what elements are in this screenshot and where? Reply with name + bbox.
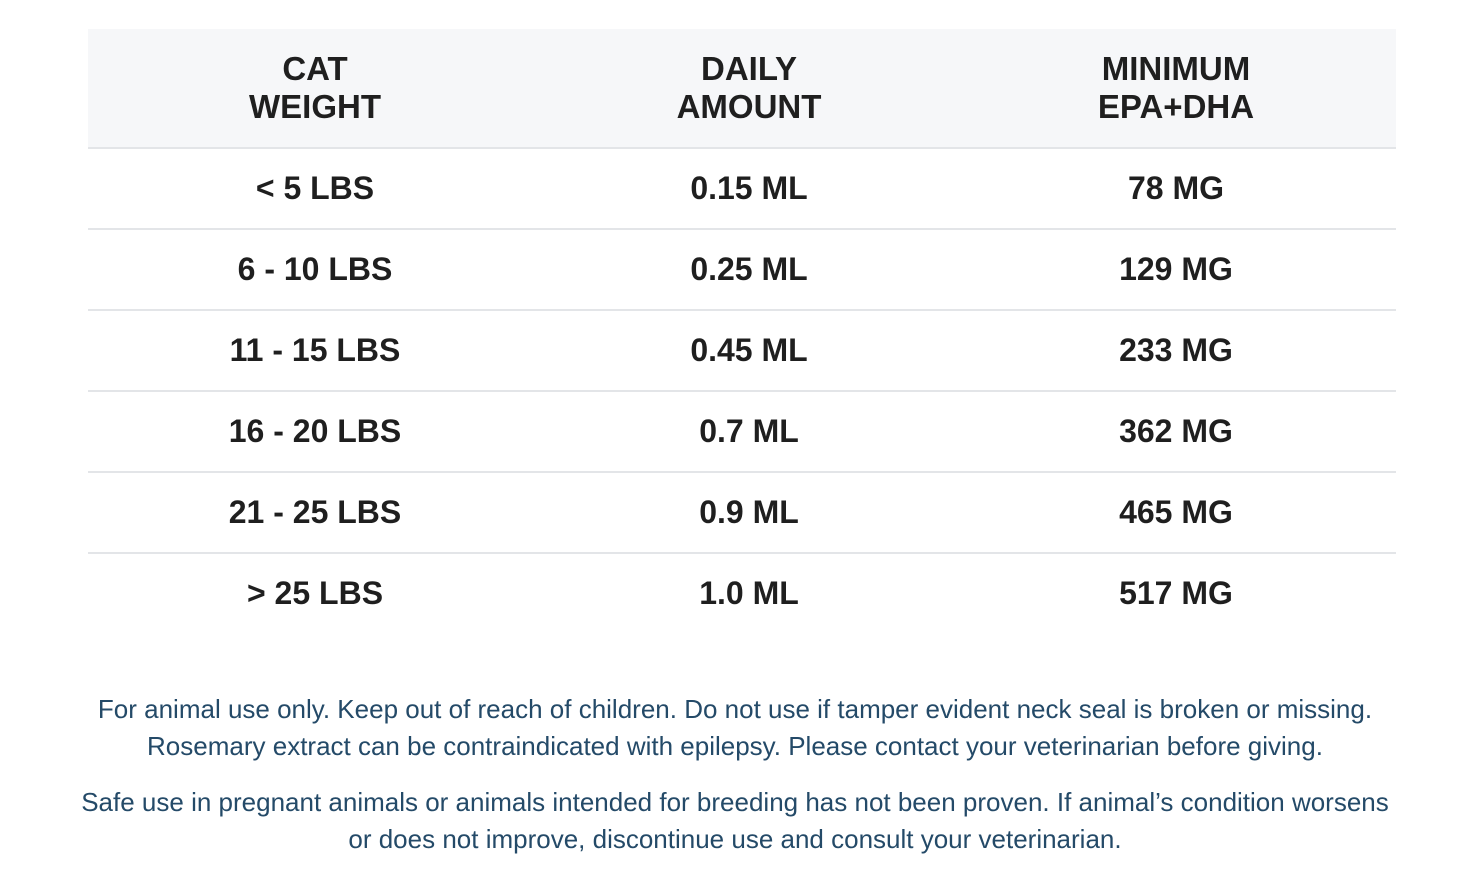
table-row: 6 - 10 LBS 0.25 ML 129 MG	[88, 229, 1396, 311]
cell-daily-amount: 0.7 ML	[542, 391, 956, 473]
table-header: CAT WEIGHT DAILY AMOUNT MINIMUM EPA+DHA	[88, 29, 1396, 149]
header-line: DAILY	[701, 50, 797, 87]
cell-cat-weight: 6 - 10 LBS	[88, 229, 542, 311]
cell-daily-amount: 0.45 ML	[542, 310, 956, 392]
cell-minimum-epa-dha: 465 MG	[956, 472, 1396, 554]
table-row: 16 - 20 LBS 0.7 ML 362 MG	[88, 391, 1396, 473]
dosage-table: CAT WEIGHT DAILY AMOUNT MINIMUM EPA+DHA …	[88, 29, 1396, 633]
cell-cat-weight: 11 - 15 LBS	[88, 310, 542, 392]
cell-minimum-epa-dha: 129 MG	[956, 229, 1396, 311]
table-row: 11 - 15 LBS 0.45 ML 233 MG	[88, 310, 1396, 392]
cell-minimum-epa-dha: 362 MG	[956, 391, 1396, 473]
note-line: For animal use only. Keep out of reach o…	[97, 694, 1373, 724]
header-daily-amount: DAILY AMOUNT	[542, 29, 956, 149]
header-line: MINIMUM	[1101, 50, 1251, 87]
note-line: Rosemary extract can be contraindicated …	[147, 731, 1323, 761]
header-row: CAT WEIGHT DAILY AMOUNT MINIMUM EPA+DHA	[88, 29, 1396, 149]
cell-cat-weight: < 5 LBS	[88, 148, 542, 230]
note-line: or does not improve, discontinue use and…	[348, 824, 1122, 854]
header-minimum-epa-dha: MINIMUM EPA+DHA	[956, 29, 1396, 149]
header-line: AMOUNT	[676, 88, 822, 125]
cell-cat-weight: 21 - 25 LBS	[88, 472, 542, 554]
cell-daily-amount: 0.25 ML	[542, 229, 956, 311]
table-row: < 5 LBS 0.15 ML 78 MG	[88, 148, 1396, 230]
cell-daily-amount: 0.15 ML	[542, 148, 956, 230]
cell-minimum-epa-dha: 78 MG	[956, 148, 1396, 230]
header-line: CAT	[282, 50, 348, 87]
cell-minimum-epa-dha: 233 MG	[956, 310, 1396, 392]
cell-daily-amount: 0.9 ML	[542, 472, 956, 554]
usage-warning-note: For animal use only. Keep out of reach o…	[40, 691, 1430, 765]
cell-cat-weight: 16 - 20 LBS	[88, 391, 542, 473]
cell-daily-amount: 1.0 ML	[699, 575, 799, 611]
header-line: WEIGHT	[249, 88, 381, 125]
table-row: > 25 LBS 1.0 ML 517 MG	[88, 553, 1396, 633]
table-row: 21 - 25 LBS 0.9 ML 465 MG	[88, 472, 1396, 554]
header-line: EPA+DHA	[1097, 88, 1255, 125]
cell-cat-weight: > 25 LBS	[246, 575, 384, 611]
safety-disclaimer-note: Safe use in pregnant animals or animals …	[40, 784, 1430, 858]
header-cat-weight: CAT WEIGHT	[88, 29, 542, 149]
table-body: < 5 LBS 0.15 ML 78 MG 6 - 10 LBS 0.25 ML…	[88, 148, 1396, 633]
note-line: Safe use in pregnant animals or animals …	[81, 787, 1389, 817]
cell-minimum-epa-dha: 517 MG	[1119, 575, 1233, 611]
